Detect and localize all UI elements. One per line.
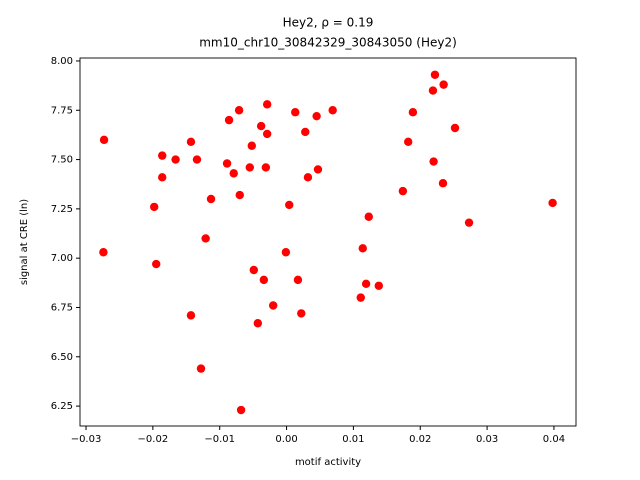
point xyxy=(201,234,210,243)
point xyxy=(234,106,244,115)
point xyxy=(99,135,109,145)
point xyxy=(430,70,440,79)
point xyxy=(293,275,303,285)
point xyxy=(438,179,448,188)
point xyxy=(99,248,108,257)
point xyxy=(313,165,323,174)
point xyxy=(186,137,196,147)
y-tick-label: 8.00 xyxy=(51,56,73,67)
y-tick-label: 6.50 xyxy=(51,352,73,363)
point xyxy=(256,121,266,131)
plot-frame xyxy=(79,57,577,427)
point xyxy=(464,218,474,227)
point xyxy=(158,173,167,182)
point xyxy=(281,248,291,257)
point xyxy=(186,311,196,320)
point xyxy=(249,265,259,275)
chart-subtitle: mm10_chr10_30842329_30843050 (Hey2) xyxy=(199,36,457,50)
point xyxy=(439,80,448,89)
point xyxy=(297,309,306,318)
point xyxy=(398,186,408,196)
point xyxy=(224,115,234,125)
y-tick-label: 6.25 xyxy=(51,401,73,412)
point xyxy=(245,163,254,172)
point xyxy=(428,86,438,95)
point xyxy=(358,244,367,253)
point xyxy=(364,212,373,221)
point xyxy=(236,405,246,415)
y-tick-label: 7.50 xyxy=(51,155,73,166)
x-tick-label: −0.03 xyxy=(71,434,102,445)
y-tick-label: 7.25 xyxy=(51,204,73,215)
point xyxy=(196,364,206,373)
point xyxy=(303,173,313,182)
point xyxy=(192,155,202,164)
point xyxy=(259,275,269,285)
x-tick-label: −0.02 xyxy=(138,434,169,445)
point xyxy=(222,159,232,168)
y-tick-label: 6.75 xyxy=(51,302,73,313)
point xyxy=(229,169,238,178)
x-tick-label: 0.00 xyxy=(275,434,297,445)
y-tick-label: 7.00 xyxy=(51,253,73,264)
x-axis-label: motif activity xyxy=(295,457,361,468)
point xyxy=(247,141,256,150)
point xyxy=(374,281,384,290)
point xyxy=(312,111,321,121)
x-tick-label: 0.02 xyxy=(409,434,431,445)
point xyxy=(450,123,460,133)
point xyxy=(152,259,161,269)
x-tick-label: 0.03 xyxy=(476,434,498,445)
point xyxy=(262,100,272,109)
y-tick-label: 7.75 xyxy=(51,105,73,116)
point xyxy=(261,163,271,172)
point xyxy=(268,301,278,310)
point xyxy=(291,108,300,117)
x-tick-label: −0.01 xyxy=(204,434,235,445)
x-tick-label: 0.01 xyxy=(342,434,364,445)
point xyxy=(253,319,263,328)
point xyxy=(301,127,310,137)
point xyxy=(408,108,418,117)
point xyxy=(158,151,167,160)
point xyxy=(235,190,244,200)
chart-title: Hey2, ρ = 0.19 xyxy=(283,16,374,30)
point xyxy=(262,129,272,139)
point xyxy=(548,198,557,208)
x-tick-label: 0.04 xyxy=(543,434,565,445)
point xyxy=(356,293,365,302)
point xyxy=(361,279,371,289)
point xyxy=(285,200,294,210)
point xyxy=(328,106,337,115)
point xyxy=(429,157,438,166)
point xyxy=(206,194,216,204)
point xyxy=(404,137,413,147)
point xyxy=(171,155,180,164)
point xyxy=(149,202,159,212)
y-axis-label: signal at CRE (ln) xyxy=(19,199,30,285)
